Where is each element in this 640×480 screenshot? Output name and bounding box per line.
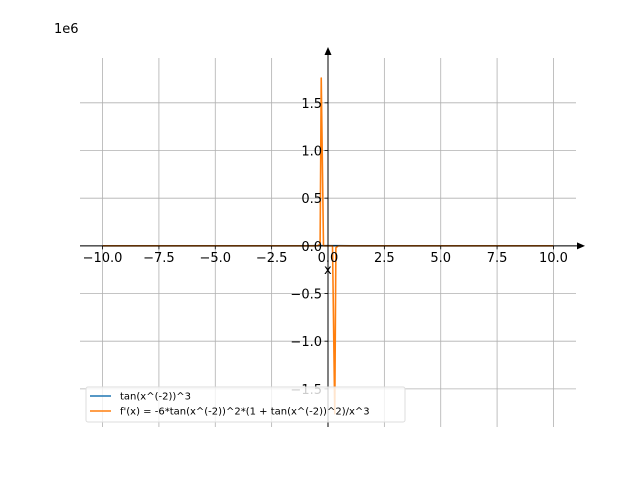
y-tick-label-3: 0.0: [301, 240, 322, 255]
x-tick-label-1: −7.5: [143, 251, 175, 266]
legend-label-0: tan(x^(-2))^3: [120, 392, 191, 403]
y-tick-label-1: −1.0: [290, 335, 322, 350]
tick-labels: −10.0−7.5−5.0−2.50.02.55.07.510.0−1.5−1.…: [83, 97, 568, 398]
y-tick-label-6: 1.5: [301, 97, 322, 112]
x-tick-label-4: 0.0: [318, 251, 339, 266]
x-tick-label-8: 10.0: [539, 251, 568, 266]
x-tick-label-2: −5.0: [199, 251, 231, 266]
y-tick-label-5: 1.0: [301, 144, 322, 159]
legend-box: [85, 386, 406, 423]
x-tick-label-3: −2.5: [256, 251, 288, 266]
x-tick-label-0: −10.0: [83, 251, 123, 266]
legend-label-1: f'(x) = -6*tan(x^(-2))^2*(1 + tan(x^(-2)…: [120, 407, 370, 418]
y-tick-label-4: 0.5: [301, 192, 322, 207]
x-tick-label-7: 7.5: [487, 251, 508, 266]
legend: tan(x^(-2))^3 f'(x) = -6*tan(x^(-2))^2*(1…: [85, 386, 406, 423]
x-axis-arrow: [577, 242, 585, 250]
x-axis-label: x: [324, 263, 332, 278]
y-axis-arrow: [324, 47, 332, 55]
y-axis-offset-label: 1e6: [54, 22, 79, 37]
x-tick-label-5: 2.5: [374, 251, 395, 266]
axes: [80, 47, 585, 427]
x-tick-label-6: 5.0: [430, 251, 451, 266]
y-tick-label-2: −0.5: [290, 288, 322, 303]
